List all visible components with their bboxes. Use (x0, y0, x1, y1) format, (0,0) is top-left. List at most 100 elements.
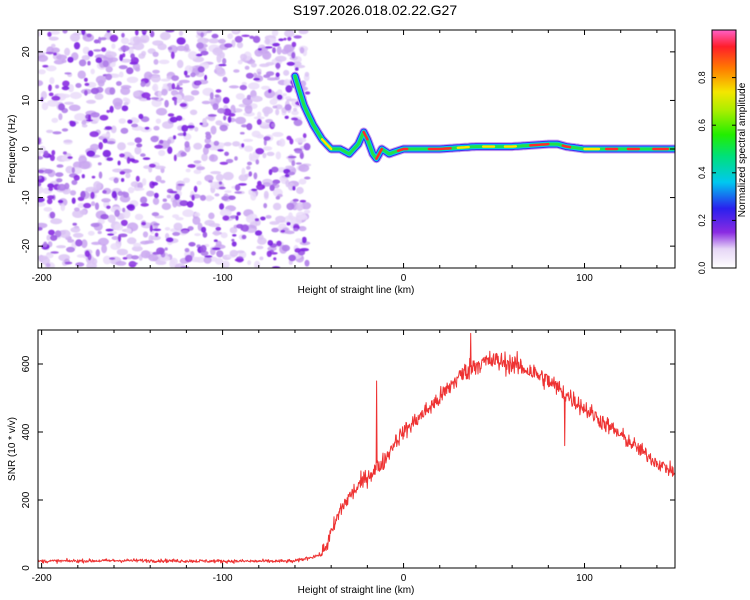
noise-blob (200, 194, 206, 201)
noise-blob (234, 184, 241, 191)
noise-blob (222, 215, 230, 221)
noise-blob (123, 191, 129, 198)
noise-blob (239, 84, 247, 91)
noise-blob (135, 30, 139, 36)
noise-blob (276, 89, 283, 96)
noise-blob (126, 76, 139, 84)
noise-blob (221, 195, 229, 201)
noise-blob (79, 209, 87, 215)
noise-blob (244, 65, 250, 70)
noise-blob (275, 151, 281, 160)
noise-blob (47, 195, 55, 200)
noise-blob (166, 194, 171, 199)
noise-blob (43, 150, 49, 157)
noise-blob (171, 75, 180, 81)
noise-blob (291, 52, 296, 59)
noise-blob (55, 84, 60, 89)
noise-blob (183, 70, 188, 76)
noise-blob (160, 180, 166, 184)
noise-blob (40, 96, 44, 102)
noise-blob (267, 240, 274, 246)
noise-blob (38, 227, 43, 231)
noise-blob (38, 255, 48, 261)
noise-blob (205, 133, 212, 140)
noise-blob (159, 139, 164, 144)
signal-ridge-peak (375, 147, 383, 160)
noise-blob (254, 218, 260, 222)
noise-blob (133, 90, 141, 97)
noise-blob (134, 137, 142, 144)
noise-blob (148, 163, 156, 168)
noise-blob (217, 108, 226, 114)
noise-blob (184, 43, 190, 52)
noise-blob (182, 95, 195, 102)
noise-blob (249, 35, 255, 39)
noise-blob (205, 195, 213, 202)
noise-blob (164, 99, 169, 108)
noise-blob (51, 43, 56, 48)
noise-blob (71, 179, 78, 185)
noise-blob (271, 227, 279, 233)
noise-blob (38, 80, 44, 87)
noise-blob (201, 100, 211, 105)
noise-blob (112, 168, 124, 173)
noise-blob (272, 105, 278, 109)
noise-blob (286, 135, 292, 141)
noise-blob (102, 138, 108, 144)
figure-title: S197.2026.018.02.22.G27 (292, 2, 458, 18)
noise-blob (158, 59, 170, 65)
noise-blob (140, 202, 149, 207)
noise-blob (64, 47, 71, 56)
noise-blob (266, 250, 272, 257)
noise-blob (278, 138, 286, 147)
noise-blob (120, 58, 132, 63)
noise-blob (238, 183, 247, 186)
noise-blob (304, 176, 311, 180)
noise-blob (122, 53, 126, 58)
noise-blob (158, 149, 166, 157)
spectrogram-x-tick-label: -100 (213, 273, 233, 284)
noise-blob (38, 201, 46, 207)
noise-blob (211, 247, 221, 251)
noise-blob (118, 233, 128, 238)
noise-blob (284, 115, 289, 120)
snr-x-tick-label: -200 (32, 573, 52, 584)
noise-blob (215, 120, 223, 126)
noise-blob (216, 250, 224, 258)
noise-blob (137, 182, 143, 190)
noise-blob (216, 69, 226, 77)
noise-blob (221, 260, 230, 268)
noise-blob (102, 190, 107, 194)
noise-blob (166, 139, 172, 145)
noise-blob (164, 247, 168, 251)
noise-blob (72, 222, 77, 226)
noise-blob (105, 73, 113, 81)
noise-blob (48, 84, 52, 92)
noise-blob (64, 261, 73, 265)
noise-blob (47, 183, 55, 189)
noise-blob (295, 238, 303, 243)
noise-blob (246, 228, 256, 233)
noise-blob (299, 241, 311, 246)
noise-blob (84, 82, 90, 87)
noise-blob (138, 113, 144, 120)
noise-blob (219, 203, 225, 210)
noise-blob (90, 112, 100, 118)
noise-blob (171, 83, 176, 90)
noise-blob (243, 138, 254, 142)
noise-blob (275, 55, 287, 62)
noise-blob (140, 153, 146, 157)
noise-blob (287, 171, 296, 176)
noise-blob (74, 207, 80, 212)
noise-blob (183, 177, 190, 183)
noise-blob (268, 169, 273, 176)
noise-blob (276, 45, 282, 55)
spectrogram-y-tick-label: 20 (21, 46, 32, 58)
noise-blob (222, 97, 230, 104)
noise-blob (70, 227, 81, 233)
noise-blob (223, 142, 232, 147)
noise-blob (287, 155, 297, 159)
noise-blob (50, 30, 60, 35)
noise-blob (285, 165, 295, 170)
noise-blob (298, 226, 307, 232)
